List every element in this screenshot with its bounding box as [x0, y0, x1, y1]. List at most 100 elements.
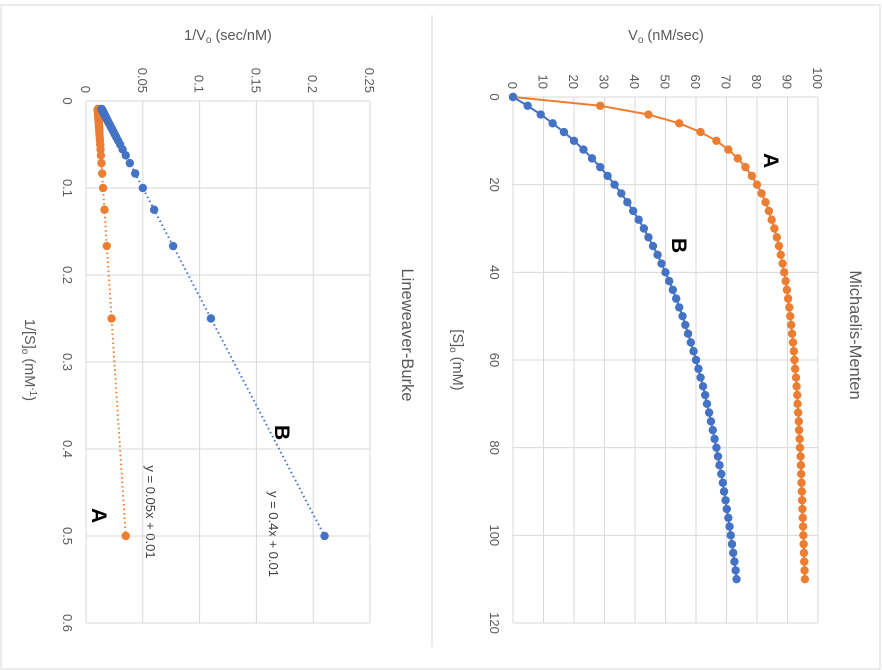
lb-x-tick-label: 0.6 — [60, 614, 75, 632]
mm-series-a-point — [794, 425, 804, 435]
mm-series-a-point — [696, 127, 705, 137]
mm-series-a-point — [786, 320, 796, 330]
mm-series-a-point — [779, 268, 789, 277]
lb-series-b-point — [130, 169, 140, 178]
mm-x-tick-label: 120 — [487, 612, 502, 634]
mm-series-b-point — [732, 574, 741, 584]
lb-x-tick-label: 0 — [60, 97, 75, 104]
mm-series-a-point — [761, 198, 770, 207]
mm-series-a-line — [512, 96, 806, 580]
mm-series-a-point — [793, 408, 803, 417]
mm-series-b-point — [717, 469, 726, 479]
mm-series-b-point — [696, 373, 705, 382]
lb-y-tick-label: 0.15 — [248, 68, 263, 93]
mm-series-b-point — [702, 399, 712, 409]
mm-series-a-point — [782, 285, 792, 295]
mm-series-a-point — [790, 364, 800, 373]
outer-border — [0, 4, 881, 670]
mm-y-tick-label: 70 — [719, 75, 734, 89]
mm-series-a-point — [752, 180, 762, 189]
lb-series-b-label: B — [270, 425, 293, 440]
mm-series-a-point — [770, 224, 779, 233]
mm-series-b-point — [731, 566, 740, 575]
mm-x-tick-label: 100 — [487, 524, 502, 546]
mm-series-a-point — [776, 250, 785, 260]
lb-series-a-point — [102, 241, 111, 251]
lb-x-tick-label: 0.2 — [60, 266, 75, 284]
lb-trendline-b-equation: y = 0.4x + 0.01 — [266, 491, 281, 577]
mm-series-b-point — [726, 531, 735, 540]
mm-x-tick-label: 20 — [487, 177, 502, 191]
mm-series-a-point — [772, 233, 782, 242]
lb-y-tick-label: 0.2 — [305, 75, 320, 93]
mm-series-b-point — [671, 294, 681, 303]
lb-series-a-trendline — [96, 108, 127, 537]
mm-series-b-point — [523, 101, 532, 110]
lb-series-b-point — [168, 241, 178, 251]
mm-x-tick-label: 80 — [487, 440, 502, 454]
mm-series-a-point — [793, 390, 802, 400]
lb-y-tick-label: 0 — [78, 86, 93, 93]
mm-series-b-point — [730, 557, 739, 566]
mm-x-tick-label: 40 — [487, 265, 502, 279]
mm-series-a-point — [795, 443, 805, 452]
mm-series-a-point — [596, 101, 605, 110]
mm-series-b-point — [536, 110, 545, 119]
mm-series-a-point — [798, 513, 807, 522]
mm-series-b-point — [603, 171, 612, 181]
mm-series-b-point — [724, 513, 733, 522]
mm-series-b-point — [704, 408, 714, 417]
mm-series-b-point — [708, 425, 717, 435]
mm-series-b-point — [661, 268, 670, 277]
mm-series-b-point — [715, 461, 724, 470]
mm-series-b-point — [548, 119, 557, 128]
mm-series-a-point — [741, 162, 750, 172]
lb-series-b-trendline — [100, 108, 326, 537]
mm-series-a-point — [781, 276, 790, 286]
mm-series-a-point — [799, 539, 808, 549]
lb-series-b-point — [320, 531, 329, 541]
mm-y-axis-title: Vo (nM/sec) — [628, 28, 704, 46]
mm-series-a-point — [747, 171, 757, 181]
mm-series-a-point — [791, 373, 801, 382]
mm-series-a-point — [797, 487, 807, 496]
mm-series-a-point — [798, 522, 808, 531]
mm-y-tick-label: 60 — [688, 75, 703, 89]
lb-series-a-point — [97, 158, 106, 168]
mm-series-a-point — [798, 504, 807, 514]
mm-series-b-point — [706, 417, 716, 426]
mm-series-b-point — [634, 215, 643, 224]
mm-series-b-point — [722, 504, 732, 514]
mm-series-a-point — [796, 461, 806, 470]
mm-series-b-point — [579, 145, 588, 154]
mm-series-a-point — [796, 452, 805, 461]
mm-series-a-point — [767, 215, 776, 224]
lb-x-tick-label: 0.1 — [60, 179, 75, 197]
mm-series-b-point — [587, 154, 597, 163]
mm-series-b-point — [686, 338, 696, 347]
mm-series-a-point — [800, 566, 809, 575]
mm-series-b-point — [639, 224, 649, 233]
mm-series-b-label: B — [667, 238, 690, 253]
mm-series-b-point — [644, 233, 653, 242]
mm-series-b-point — [681, 320, 690, 330]
mm-series-a-point — [795, 434, 804, 444]
mm-series-a-point — [793, 399, 802, 409]
mm-y-tick-label: 90 — [780, 75, 795, 89]
lb-series-a-label: A — [87, 508, 110, 523]
mm-series-a-point — [774, 241, 784, 251]
mm-title: Michaelis-Menten — [846, 270, 864, 399]
mm-series-b-point — [725, 522, 734, 531]
mm-series-b-point — [721, 496, 730, 505]
mm-series-a-point — [790, 355, 799, 365]
lineweaver-burke-chart: Lineweaver-Burke 1/Vo (sec/nM) 1/[S]o (m… — [19, 28, 416, 632]
mm-series-a-point — [794, 417, 803, 426]
mm-series-a-point — [644, 110, 653, 119]
mm-series-b-point — [623, 198, 632, 207]
mm-series-b-point — [675, 303, 684, 312]
mm-y-tick-label: 30 — [597, 75, 612, 89]
mm-y-tick-label: 100 — [810, 67, 825, 89]
lb-series-a-point — [107, 314, 116, 323]
lb-series-a-point — [96, 151, 106, 160]
lb-y-axis-title: 1/Vo (sec/nM) — [184, 28, 272, 46]
